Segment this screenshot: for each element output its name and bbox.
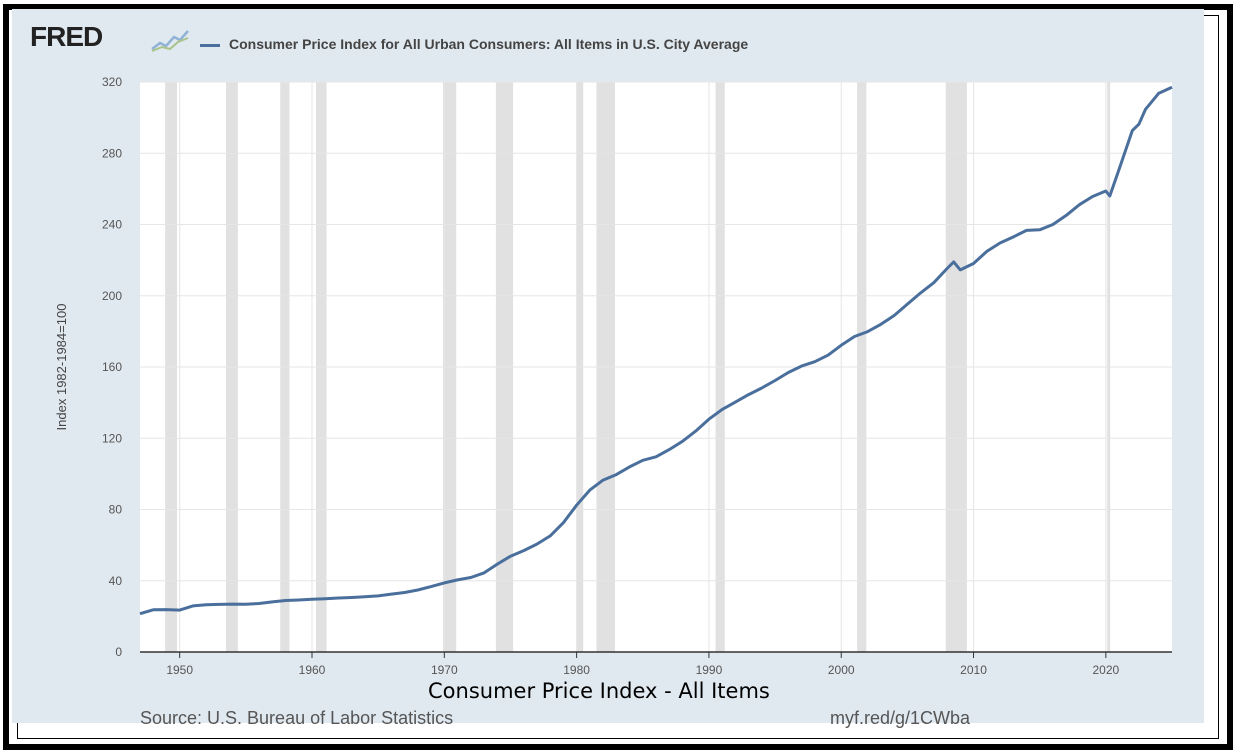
fred-sparkline-icon [150,27,190,53]
y-tick-label: 240 [102,218,122,232]
y-tick-label: 280 [102,146,122,160]
x-tick-label: 1960 [299,663,326,677]
source-text: Source: U.S. Bureau of Labor Statistics [140,708,454,728]
y-tick-label: 80 [109,503,123,517]
y-tick-label: 40 [109,574,123,588]
cpi-series-line [139,85,1173,616]
y-axis-title: Index 1982-1984=100 [54,304,69,431]
legend-swatch [200,44,220,47]
legend-label: Consumer Price Index for All Urban Consu… [229,36,749,52]
chart-caption: Consumer Price Index - All Items [428,679,770,703]
x-tick-label: 2020 [1092,663,1119,677]
shortlink-text[interactable]: myf.red/g/1CWba [830,708,971,728]
y-tick-label: 0 [115,645,122,659]
y-tick-label: 160 [102,360,122,374]
fred-logo: FRED [30,21,103,52]
x-tick-label: 1980 [563,663,590,677]
x-tick-label: 1990 [696,663,723,677]
y-tick-label: 200 [102,289,122,303]
x-tick-label: 1950 [166,663,193,677]
y-tick-label: 320 [102,75,122,89]
x-tick-label: 2000 [828,663,855,677]
y-tick-label: 120 [102,431,122,445]
x-tick-label: 1970 [431,663,458,677]
x-tick-label: 2010 [960,663,987,677]
